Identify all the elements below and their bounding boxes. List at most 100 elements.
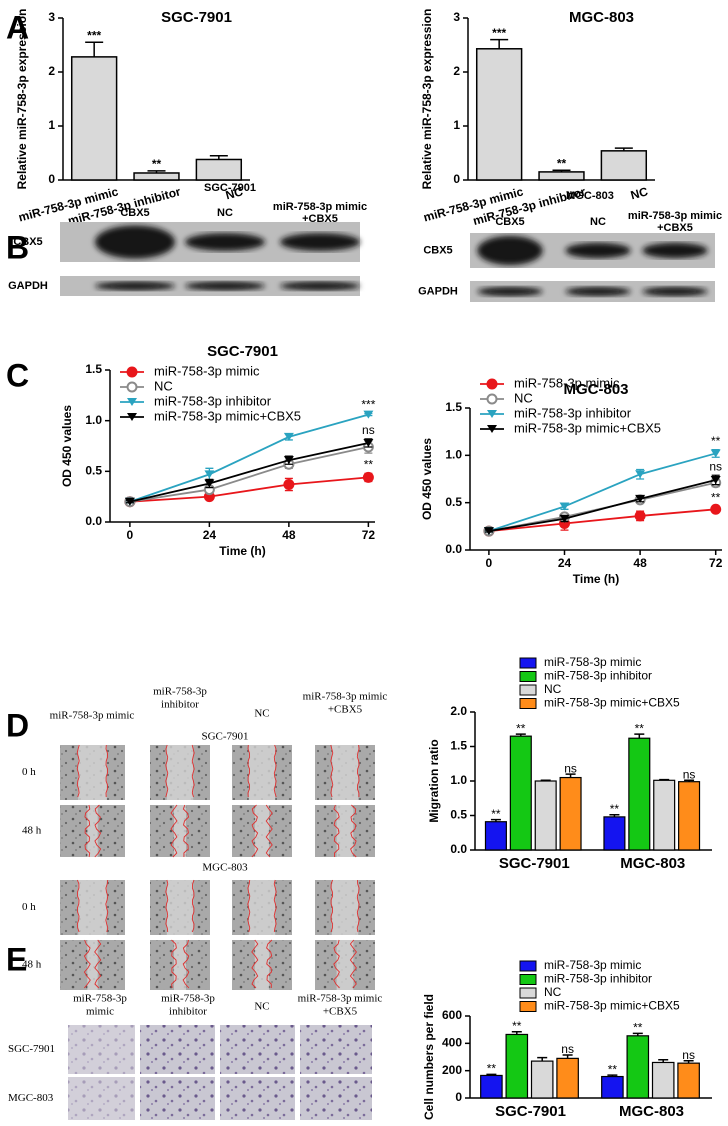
blot-band [95, 281, 175, 291]
y-tick-label: 1.0 [445, 448, 462, 462]
x-tick-label: SGC-7901 [499, 855, 570, 872]
legend-label: miR-758-3p mimic+CBX5 [154, 408, 301, 423]
bar [559, 776, 582, 851]
y-tick-label: 0.5 [85, 464, 102, 478]
bar [603, 816, 626, 851]
point [204, 479, 215, 488]
legend-label: miR-758-3p mimic [154, 363, 260, 378]
y-tick-label: 0.0 [85, 514, 102, 528]
row-label: 0 h [22, 901, 36, 913]
legend-label: miR-758-3p inhibitor [544, 669, 652, 683]
wound-edge [333, 939, 340, 989]
lane-label: NC [590, 216, 606, 228]
wound-edge [165, 744, 169, 798]
legend-marker [487, 425, 497, 433]
scratch [248, 880, 276, 935]
blot-title: SGC-7901 [204, 182, 256, 194]
legend-marker [486, 378, 498, 390]
sparse-overlay [68, 1025, 135, 1074]
panel-letter: D [6, 707, 29, 743]
legend-marker [487, 410, 497, 418]
chart-title: MGC-803 [569, 9, 634, 26]
blot-row-label: GAPDH [8, 280, 48, 292]
y-axis-label: Migration ratio [427, 739, 441, 822]
blot-band [477, 286, 543, 297]
legend-label: NC [544, 985, 562, 999]
scratch [166, 745, 194, 800]
row-label: SGC-7901 [8, 1043, 55, 1055]
bar [484, 821, 507, 851]
scratch [174, 940, 186, 990]
error-bar [85, 41, 104, 57]
line [129, 413, 369, 503]
wound-edge [182, 939, 190, 989]
legend-marker [126, 366, 138, 378]
y-axis-label: OD 450 values [60, 405, 74, 487]
wound-edge [350, 804, 357, 858]
wound-edge [265, 804, 273, 858]
point [559, 514, 570, 523]
lane-label: NC [217, 207, 233, 219]
point [363, 410, 374, 419]
x-tick-label: 0 [127, 528, 134, 542]
legend-swatch [519, 1001, 537, 1012]
bar [475, 48, 523, 181]
scratch [331, 880, 359, 935]
scratch [174, 805, 186, 857]
blot-band [280, 281, 360, 291]
column-label: inhibitor [169, 1006, 207, 1018]
legend-swatch [519, 960, 537, 972]
scratch [248, 745, 276, 800]
bar [651, 1061, 675, 1099]
y-tick-label: 2 [48, 64, 55, 78]
annotation: ns [682, 1048, 695, 1062]
y-tick-label: 2.0 [450, 704, 467, 718]
lane-label: miR-758-3p mimic [628, 210, 722, 222]
y-tick-label: 0.5 [445, 495, 462, 509]
scratch [166, 880, 194, 935]
scratch [87, 940, 98, 990]
bar [628, 737, 651, 851]
point [124, 497, 135, 506]
annotation: ** [512, 1019, 522, 1033]
point [363, 438, 374, 447]
legend-label: miR-758-3p mimic+CBX5 [514, 420, 661, 435]
x-axis-label: Time (h) [573, 572, 619, 586]
x-tick-label: 72 [709, 556, 723, 570]
annotation: ** [364, 458, 374, 472]
bar [70, 56, 118, 181]
wound-edge [84, 804, 91, 858]
wound-edge [191, 879, 195, 933]
annotation: ** [711, 434, 721, 448]
y-tick-label: 1.5 [450, 739, 467, 753]
micrograph [220, 1077, 295, 1120]
sparse-overlay [68, 1077, 135, 1120]
chart-title: SGC-7901 [207, 343, 278, 360]
bar [556, 1057, 579, 1099]
point [283, 432, 294, 441]
legend-label: NC [544, 682, 562, 696]
bar [530, 1060, 554, 1099]
point [362, 471, 374, 483]
annotation: ** [152, 157, 162, 171]
column-label: miR-758-3p [161, 993, 215, 1005]
wound-edge [247, 744, 251, 798]
wound-edge [349, 939, 357, 989]
wound-edge [94, 804, 102, 858]
bar [600, 150, 648, 181]
annotation: ** [516, 721, 526, 735]
wound-edge [105, 744, 109, 798]
y-tick-label: 1.0 [85, 413, 102, 427]
column-label: NC [254, 1001, 269, 1013]
y-axis-label: Relative miR-758-3p expression [15, 9, 29, 190]
bar [626, 1035, 650, 1099]
legend-marker [127, 398, 137, 406]
line [129, 476, 369, 503]
bar [601, 1075, 624, 1099]
legend-swatch [519, 698, 537, 709]
annotation: ** [711, 491, 721, 505]
bar [678, 781, 701, 851]
annotation: ns [709, 459, 722, 473]
legend-label: miR-758-3p inhibitor [544, 972, 652, 986]
x-tick-label: 0 [486, 556, 493, 570]
